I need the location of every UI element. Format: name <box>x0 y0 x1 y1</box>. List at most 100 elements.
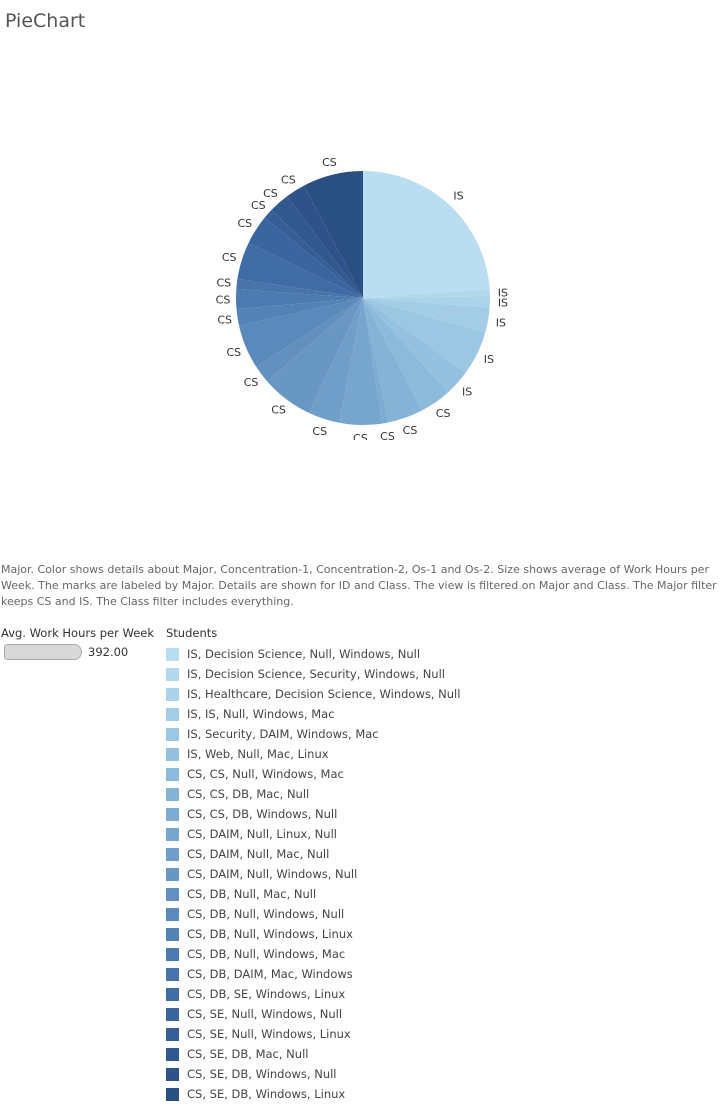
legend-swatch <box>166 907 179 921</box>
legend-item[interactable]: CS, CS, Null, Windows, Mac <box>166 764 460 784</box>
legend-label: IS, Security, DAIM, Windows, Mac <box>187 727 379 741</box>
pie-slice[interactable] <box>271 196 363 298</box>
pie-chart[interactable]: ISISISISISISCSCSCSCSCSCSCSCSCSCSCSCSCSCS… <box>0 140 726 440</box>
pie-slice[interactable] <box>308 298 363 423</box>
pie-slice[interactable] <box>267 298 363 413</box>
pie-slice[interactable] <box>339 298 383 425</box>
pie-slice[interactable] <box>363 298 486 373</box>
pie-slice[interactable] <box>303 171 363 298</box>
legend-swatch <box>166 687 179 701</box>
legend-label: CS, SE, Null, Windows, Null <box>187 1007 343 1021</box>
legend-label: CS, SE, DB, Windows, Null <box>187 1067 337 1081</box>
slice-label: CS <box>436 407 451 420</box>
legend-swatch <box>166 667 179 681</box>
slice-label: CS <box>353 432 368 440</box>
legend-label: CS, DB, Null, Windows, Null <box>187 907 345 921</box>
legend-swatch <box>166 947 179 961</box>
slice-label: CS <box>403 424 418 437</box>
legend-swatch <box>166 707 179 721</box>
pie-slice[interactable] <box>363 298 423 423</box>
legend-item[interactable]: IS, Healthcare, Decision Science, Window… <box>166 684 460 704</box>
legend-item[interactable]: IS, Decision Science, Security, Windows,… <box>166 664 460 684</box>
color-legend[interactable]: Students IS, Decision Science, Null, Win… <box>166 626 460 1104</box>
chart-title: PieChart <box>5 10 86 32</box>
legend-swatch <box>166 787 179 801</box>
legend-swatch <box>166 727 179 741</box>
pie-slice[interactable] <box>287 185 363 298</box>
legend-label: CS, SE, DB, Mac, Null <box>187 1047 309 1061</box>
legend-swatch <box>166 1027 179 1041</box>
pie-slice[interactable] <box>237 243 363 298</box>
legend-item[interactable]: CS, DB, Null, Windows, Mac <box>166 944 460 964</box>
legend-item[interactable]: CS, DB, Null, Windows, Null <box>166 904 460 924</box>
legend-label: CS, SE, DB, Windows, Linux <box>187 1087 346 1101</box>
legend-item[interactable]: IS, Web, Null, Mac, Linux <box>166 744 460 764</box>
legend-label: CS, DB, Null, Mac, Null <box>187 887 317 901</box>
legend-item[interactable]: CS, DB, Null, Mac, Null <box>166 884 460 904</box>
pie-slice[interactable] <box>363 289 490 298</box>
legend-label: CS, CS, Null, Windows, Mac <box>187 767 344 781</box>
legend-swatch <box>166 887 179 901</box>
pie-slice[interactable] <box>236 289 363 310</box>
legend-label: IS, Decision Science, Null, Windows, Nul… <box>187 647 421 661</box>
pie-slice[interactable] <box>363 296 490 308</box>
legend-item[interactable]: IS, Security, DAIM, Windows, Mac <box>166 724 460 744</box>
legend-item[interactable]: CS, DB, SE, Windows, Linux <box>166 984 460 1004</box>
legend-label: IS, Healthcare, Decision Science, Window… <box>187 687 461 701</box>
legend-item[interactable]: CS, SE, DB, Windows, Linux <box>166 1084 460 1104</box>
pie-slice[interactable] <box>363 171 490 298</box>
legend-item[interactable]: CS, SE, Null, Windows, Null <box>166 1004 460 1024</box>
legend-label: CS, DAIM, Null, Linux, Null <box>187 827 337 841</box>
legend-item[interactable]: IS, Decision Science, Null, Windows, Nul… <box>166 644 460 664</box>
pie-slice[interactable] <box>363 298 490 333</box>
legend-item[interactable]: CS, SE, DB, Mac, Null <box>166 1044 460 1064</box>
slice-label: CS <box>312 425 327 438</box>
legend-item[interactable]: CS, SE, DB, Windows, Null <box>166 1064 460 1084</box>
legend-label: CS, DAIM, Null, Mac, Null <box>187 847 330 861</box>
legend-item[interactable]: CS, DAIM, Null, Windows, Null <box>166 864 460 884</box>
legend-swatch <box>166 987 179 1001</box>
slice-label: IS <box>453 190 463 203</box>
size-legend-title: Avg. Work Hours per Week <box>1 626 154 640</box>
legend-swatch <box>166 747 179 761</box>
legend-swatch <box>166 827 179 841</box>
pie-slice[interactable] <box>363 298 389 424</box>
pie-slice[interactable] <box>264 209 363 298</box>
legend-item[interactable]: CS, DB, Null, Windows, Linux <box>166 924 460 944</box>
legend-item[interactable]: CS, DB, DAIM, Mac, Windows <box>166 964 460 984</box>
color-legend-list: IS, Decision Science, Null, Windows, Nul… <box>166 644 460 1104</box>
pie-slice[interactable] <box>236 298 363 326</box>
pie-slice[interactable] <box>363 298 449 411</box>
slice-label: IS <box>484 353 494 366</box>
legend-label: CS, DB, SE, Windows, Linux <box>187 987 346 1001</box>
legend-item[interactable]: CS, CS, DB, Windows, Null <box>166 804 460 824</box>
legend-swatch <box>166 1067 179 1081</box>
slice-label: IS <box>462 386 472 399</box>
legend-swatch <box>166 847 179 861</box>
legend-label: CS, CS, DB, Mac, Null <box>187 787 310 801</box>
legend-item[interactable]: CS, CS, DB, Mac, Null <box>166 784 460 804</box>
legend-item[interactable]: IS, IS, Null, Windows, Mac <box>166 704 460 724</box>
legend-label: IS, Decision Science, Security, Windows,… <box>187 667 445 681</box>
legend-item[interactable]: CS, DAIM, Null, Linux, Null <box>166 824 460 844</box>
legend-swatch <box>166 967 179 981</box>
slice-label: CS <box>217 313 232 326</box>
legend-label: CS, SE, Null, Windows, Linux <box>187 1027 351 1041</box>
pie-slice[interactable] <box>256 298 363 382</box>
legend-item[interactable]: CS, DAIM, Null, Mac, Null <box>166 844 460 864</box>
pie-slice[interactable] <box>248 217 363 298</box>
pie-slice[interactable] <box>239 298 363 367</box>
size-legend-row: 392.00 <box>1 644 154 660</box>
chart-caption: Major. Color shows details about Major, … <box>1 563 717 608</box>
slice-label: CS <box>216 293 231 306</box>
pie-slice[interactable] <box>236 278 363 298</box>
legend-item[interactable]: CS, SE, Null, Windows, Linux <box>166 1024 460 1044</box>
pie-slice[interactable] <box>363 298 466 393</box>
color-legend-title: Students <box>166 626 218 640</box>
legend-swatch <box>166 867 179 881</box>
legend-swatch <box>166 1087 179 1101</box>
size-legend-value: 392.00 <box>88 645 129 659</box>
legend-swatch <box>166 647 179 661</box>
slice-label: IS <box>496 317 506 330</box>
size-legend: Avg. Work Hours per Week 392.00 <box>1 626 154 660</box>
